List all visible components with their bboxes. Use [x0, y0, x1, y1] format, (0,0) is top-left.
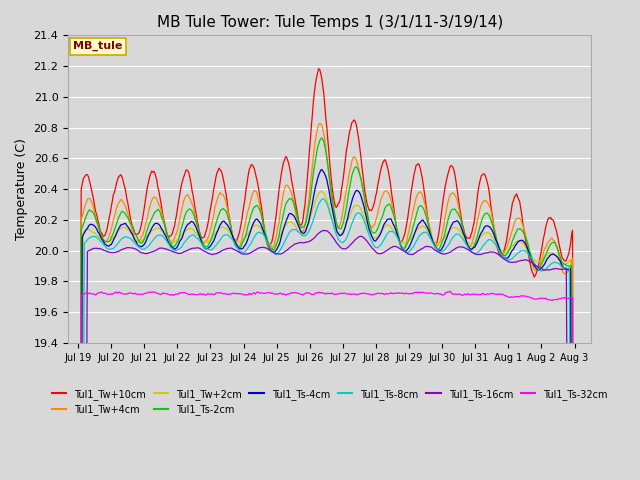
- Tul1_Ts-2cm: [228, 232, 236, 238]
- Line: Tul1_Tw+10cm: Tul1_Tw+10cm: [78, 69, 575, 480]
- Tul1_Ts-8cm: [228, 237, 236, 243]
- Tul1_Ts-32cm: [284, 291, 291, 297]
- Tul1_Tw+2cm: [526, 252, 534, 258]
- Tul1_Ts-8cm: [377, 242, 385, 248]
- Tul1_Ts-8cm: [284, 233, 291, 239]
- Tul1_Tw+10cm: [440, 192, 448, 197]
- Tul1_Ts-4cm: [440, 242, 448, 248]
- Tul1_Tw+10cm: [284, 156, 291, 162]
- Tul1_Ts-8cm: [440, 248, 448, 254]
- Line: Tul1_Ts-32cm: Tul1_Ts-32cm: [78, 291, 575, 480]
- Tul1_Ts-4cm: [284, 215, 291, 221]
- Line: Tul1_Tw+4cm: Tul1_Tw+4cm: [78, 123, 575, 480]
- Tul1_Ts-16cm: [377, 251, 385, 256]
- Tul1_Ts-2cm: [440, 234, 448, 240]
- Tul1_Ts-16cm: [228, 246, 236, 252]
- Tul1_Tw+2cm: [377, 229, 385, 235]
- Tul1_Ts-16cm: [353, 235, 361, 241]
- Tul1_Ts-4cm: [228, 233, 236, 239]
- Tul1_Ts-4cm: [353, 187, 361, 193]
- Tul1_Tw+2cm: [228, 234, 236, 240]
- Title: MB Tule Tower: Tule Temps 1 (3/1/11-3/19/14): MB Tule Tower: Tule Temps 1 (3/1/11-3/19…: [157, 15, 503, 30]
- Y-axis label: Temperature (C): Temperature (C): [15, 138, 28, 240]
- Tul1_Tw+2cm: [318, 188, 326, 194]
- Tul1_Tw+4cm: [284, 183, 291, 189]
- Line: Tul1_Ts-2cm: Tul1_Ts-2cm: [78, 138, 575, 480]
- Tul1_Ts-4cm: [526, 253, 534, 259]
- Tul1_Ts-16cm: [526, 259, 534, 264]
- Line: Tul1_Ts-4cm: Tul1_Ts-4cm: [78, 169, 575, 480]
- Tul1_Ts-32cm: [352, 292, 360, 298]
- Tul1_Ts-32cm: [228, 291, 236, 297]
- Tul1_Ts-32cm: [376, 290, 383, 296]
- Tul1_Tw+4cm: [353, 159, 361, 165]
- Line: Tul1_Ts-8cm: Tul1_Ts-8cm: [78, 199, 575, 480]
- Tul1_Ts-32cm: [526, 295, 534, 300]
- Line: Tul1_Ts-16cm: Tul1_Ts-16cm: [78, 230, 575, 480]
- Legend: Tul1_Tw+10cm, Tul1_Tw+4cm, Tul1_Tw+2cm, Tul1_Ts-2cm, Tul1_Ts-4cm, Tul1_Ts-8cm, T: Tul1_Tw+10cm, Tul1_Tw+4cm, Tul1_Tw+2cm, …: [48, 384, 611, 419]
- Tul1_Ts-2cm: [318, 135, 326, 141]
- Tul1_Tw+2cm: [284, 220, 291, 226]
- Tul1_Ts-16cm: [320, 228, 328, 233]
- Tul1_Tw+4cm: [228, 232, 236, 238]
- Tul1_Tw+10cm: [353, 125, 361, 131]
- Line: Tul1_Tw+2cm: Tul1_Tw+2cm: [78, 191, 575, 480]
- Tul1_Ts-8cm: [353, 211, 361, 216]
- Tul1_Ts-32cm: [446, 288, 454, 294]
- Tul1_Tw+4cm: [440, 221, 448, 227]
- Tul1_Ts-16cm: [440, 251, 448, 257]
- Tul1_Ts-2cm: [377, 217, 385, 223]
- Tul1_Tw+2cm: [353, 202, 361, 208]
- Tul1_Tw+10cm: [228, 232, 236, 238]
- Tul1_Tw+10cm: [315, 66, 323, 72]
- Tul1_Tw+10cm: [526, 261, 534, 266]
- Tul1_Ts-8cm: [526, 254, 534, 260]
- Tul1_Tw+4cm: [316, 120, 323, 126]
- Tul1_Ts-8cm: [319, 196, 326, 202]
- Tul1_Ts-4cm: [318, 167, 326, 172]
- Tul1_Ts-32cm: [439, 292, 447, 298]
- Tul1_Ts-2cm: [353, 165, 361, 170]
- Text: MB_tule: MB_tule: [74, 41, 123, 51]
- Tul1_Tw+4cm: [377, 196, 385, 202]
- Tul1_Ts-4cm: [377, 230, 385, 236]
- Tul1_Tw+2cm: [440, 235, 448, 241]
- Tul1_Ts-2cm: [526, 249, 534, 255]
- Tul1_Ts-16cm: [284, 247, 291, 252]
- Tul1_Tw+4cm: [526, 253, 534, 259]
- Tul1_Tw+10cm: [377, 167, 385, 173]
- Tul1_Ts-2cm: [284, 199, 291, 204]
